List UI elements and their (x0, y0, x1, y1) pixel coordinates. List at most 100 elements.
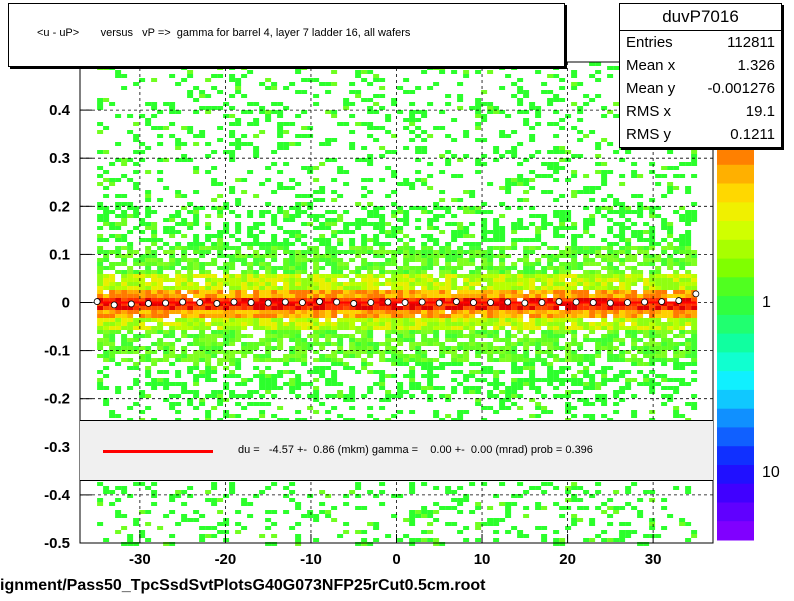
heatmap-cell (151, 278, 158, 282)
heatmap-cell (139, 282, 146, 286)
heatmap-cell (649, 318, 656, 322)
heatmap-cell (229, 330, 236, 334)
heatmap-cell (487, 506, 494, 510)
heatmap-cell (457, 530, 464, 534)
heatmap-cell (583, 230, 590, 234)
heatmap-cell (583, 94, 590, 98)
heatmap-cell (403, 218, 410, 222)
heatmap-cell (691, 530, 698, 534)
heatmap-cell (151, 258, 158, 262)
heatmap-cell (505, 398, 512, 402)
heatmap-cell (691, 334, 698, 338)
heatmap-cell (283, 382, 290, 386)
heatmap-cell (445, 210, 452, 214)
heatmap-cell (355, 70, 362, 74)
heatmap-cell (637, 238, 644, 242)
heatmap-cell (445, 414, 452, 418)
heatmap-cell (295, 202, 302, 206)
y-tick-label: -0.3 (44, 439, 70, 456)
heatmap-cell (613, 234, 620, 238)
heatmap-cell (409, 394, 416, 398)
heatmap-cell (661, 306, 668, 310)
heatmap-cell (685, 362, 692, 366)
heatmap-cell (301, 250, 308, 254)
heatmap-cell (133, 122, 140, 126)
heatmap-cell (421, 266, 428, 270)
heatmap-cell (349, 298, 356, 302)
heatmap-cell (469, 318, 476, 322)
heatmap-cell (169, 498, 176, 502)
heatmap-cell (529, 178, 536, 182)
heatmap-cell (469, 270, 476, 274)
heatmap-cell (559, 294, 566, 298)
colorbar-segment (717, 183, 754, 203)
heatmap-cell (235, 402, 242, 406)
heatmap-cell (601, 254, 608, 258)
heatmap-cell (379, 106, 386, 110)
heatmap-cell (535, 122, 542, 126)
heatmap-cell (421, 254, 428, 258)
heatmap-cell (421, 178, 428, 182)
heatmap-cell (109, 338, 116, 342)
heatmap-cell (283, 486, 290, 490)
heatmap-cell (223, 270, 230, 274)
heatmap-cell (397, 334, 404, 338)
heatmap-cell (511, 222, 518, 226)
heatmap-cell (265, 78, 272, 82)
heatmap-cell (319, 142, 326, 146)
heatmap-cell (571, 414, 578, 418)
heatmap-cell (301, 222, 308, 226)
heatmap-cell (541, 406, 548, 410)
heatmap-cell (301, 314, 308, 318)
heatmap-cell (547, 262, 554, 266)
heatmap-cell (205, 498, 212, 502)
heatmap-cell (565, 358, 572, 362)
heatmap-cell (517, 178, 524, 182)
heatmap-cell (505, 530, 512, 534)
heatmap-cell (475, 246, 482, 250)
heatmap-cell (367, 122, 374, 126)
heatmap-cell (397, 238, 404, 242)
profile-point (316, 298, 323, 305)
heatmap-cell (589, 186, 596, 190)
heatmap-cell (295, 206, 302, 210)
heatmap-cell (607, 274, 614, 278)
heatmap-cell (229, 262, 236, 266)
heatmap-cell (517, 322, 524, 326)
heatmap-cell (487, 230, 494, 234)
heatmap-cell (553, 270, 560, 274)
heatmap-cell (277, 294, 284, 298)
heatmap-cell (565, 378, 572, 382)
heatmap-cell (325, 378, 332, 382)
heatmap-cell (445, 286, 452, 290)
heatmap-cell (619, 146, 626, 150)
heatmap-cell (415, 226, 422, 230)
heatmap-cell (163, 186, 170, 190)
heatmap-cell (691, 346, 698, 350)
heatmap-cell (433, 334, 440, 338)
heatmap-cell (655, 278, 662, 282)
heatmap-cell (103, 402, 110, 406)
heatmap-cell (415, 150, 422, 154)
heatmap-cell (103, 302, 110, 306)
heatmap-cell (175, 402, 182, 406)
heatmap-cell (289, 266, 296, 270)
heatmap-cell (229, 130, 236, 134)
heatmap-cell (613, 310, 620, 314)
heatmap-cell (493, 370, 500, 374)
heatmap-cell (427, 362, 434, 366)
heatmap-cell (169, 342, 176, 346)
heatmap-cell (409, 206, 416, 210)
heatmap-cell (307, 298, 314, 302)
heatmap-cell (319, 286, 326, 290)
heatmap-cell (217, 278, 224, 282)
heatmap-cell (247, 294, 254, 298)
heatmap-cell (373, 294, 380, 298)
heatmap-cell (187, 302, 194, 306)
heatmap-cell (463, 274, 470, 278)
heatmap-cell (271, 542, 278, 546)
heatmap-cell (169, 494, 176, 498)
heatmap-cell (325, 306, 332, 310)
heatmap-cell (649, 210, 656, 214)
heatmap-cell (625, 522, 632, 526)
